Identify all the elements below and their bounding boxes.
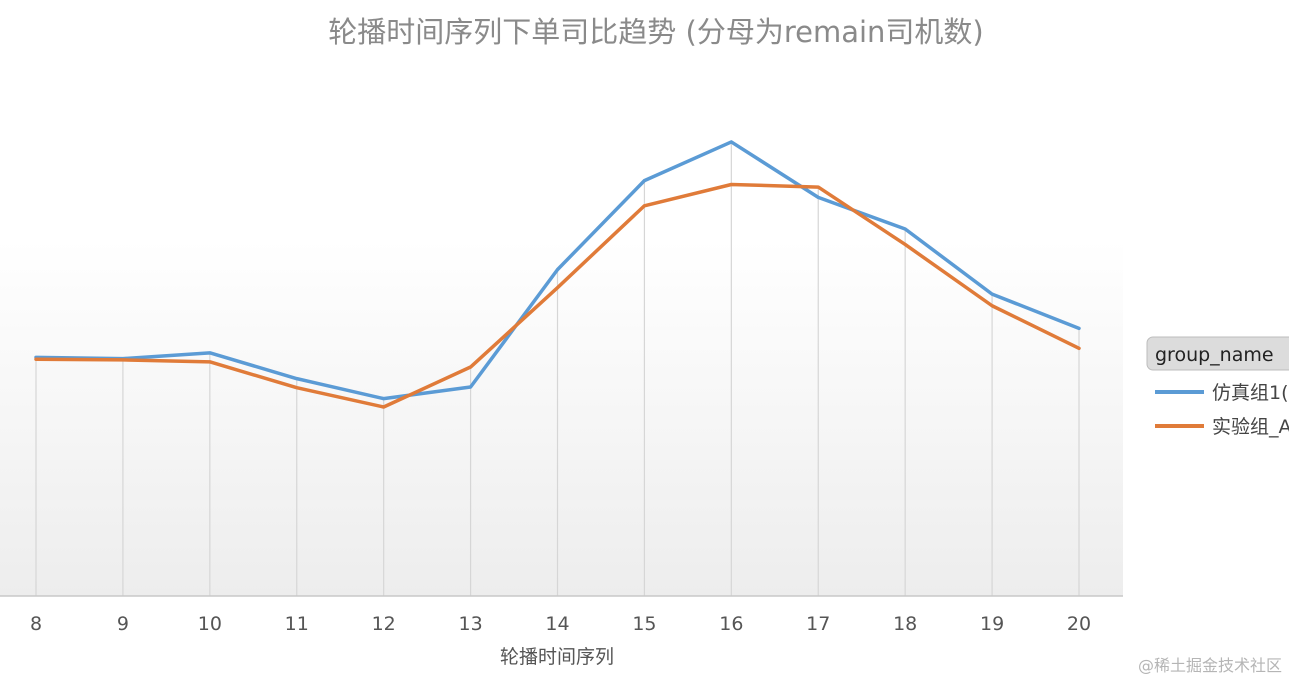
x-tick-label: 16 <box>719 613 743 635</box>
legend-label: 实验组_A <box>1212 416 1289 438</box>
legend-items: 仿真组1( 实验组_A <box>1155 382 1289 438</box>
grid-lines <box>35 141 1080 596</box>
x-tick-label: 17 <box>806 613 830 635</box>
legend: group_name 仿真组1( 实验组_A <box>1146 336 1289 438</box>
x-tick-labels: 8 9 10 11 12 13 14 15 16 17 18 19 20 <box>30 613 1091 635</box>
legend-label: 仿真组1( <box>1212 382 1289 404</box>
x-tick-label: 9 <box>117 613 129 635</box>
series-line-1 <box>34 140 1081 401</box>
watermark: @稀土掘金技术社区 <box>1138 656 1282 675</box>
x-tick-label: 15 <box>632 613 656 635</box>
series-line-2 <box>34 182 1081 409</box>
x-tick-label: 10 <box>198 613 222 635</box>
x-tick-label: 8 <box>30 613 42 635</box>
plot-area <box>0 240 1123 596</box>
x-tick-label: 13 <box>458 613 482 635</box>
x-tick-label: 14 <box>545 613 569 635</box>
x-tick-label: 20 <box>1067 613 1091 635</box>
x-tick-label: 12 <box>372 613 396 635</box>
x-axis-title: 轮播时间序列 <box>500 646 614 668</box>
x-tick-label: 18 <box>893 613 917 635</box>
x-tick-label: 19 <box>980 613 1004 635</box>
legend-title-box <box>1146 336 1289 371</box>
legend-title: group_name <box>1155 344 1274 366</box>
x-tick-label: 11 <box>285 613 309 635</box>
chart-title: 轮播时间序列下单司比趋势 (分母为remain司机数) <box>328 15 983 49</box>
series-lines <box>34 140 1081 409</box>
